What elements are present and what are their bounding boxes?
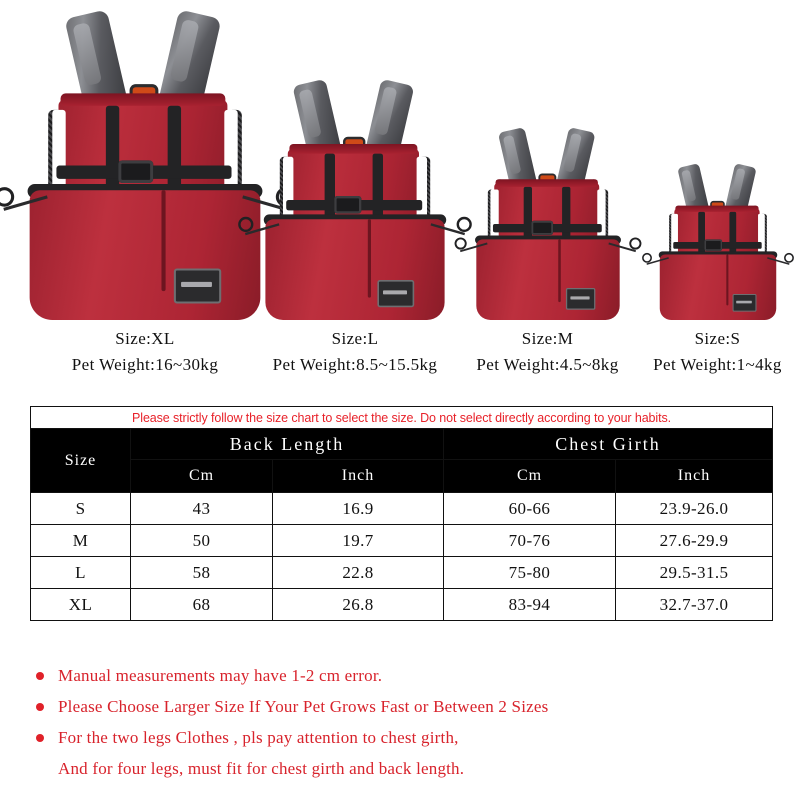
brand-logo-patch — [732, 294, 756, 312]
header-size: Size — [30, 428, 131, 493]
bag-illustration-xl — [0, 9, 296, 320]
bag-lower-pouch — [238, 216, 472, 320]
bag-lower-pouch — [641, 252, 794, 320]
cell-size: L — [30, 556, 131, 589]
weight-label: Pet Weight:1~4kg — [653, 355, 782, 374]
table-row: L 58 22.8 75-80 29.5-31.5 — [30, 556, 774, 589]
cell-back-inch: 26.8 — [272, 588, 444, 621]
table-row: M 50 19.7 70-76 27.6-29.9 — [30, 524, 774, 557]
buckle-icon — [703, 239, 722, 251]
cell-back-inch: 22.8 — [272, 556, 444, 589]
product-s: Size:S Pet Weight:1~4kg — [635, 0, 800, 374]
weight-label: Pet Weight:16~30kg — [71, 355, 219, 374]
header-back-inch: Inch — [272, 459, 444, 493]
bag-lower-pouch — [0, 187, 296, 320]
note-text: Please Choose Larger Size If Your Pet Gr… — [58, 697, 549, 716]
cell-chest-cm: 60-66 — [443, 492, 616, 525]
bullet-icon — [36, 672, 44, 680]
carabiner-clip-left-icon — [454, 237, 467, 250]
header-chest-inch: Inch — [614, 459, 774, 493]
caption-m: Size:M Pet Weight:4.5~8kg — [455, 326, 640, 378]
list-item: For the two legs Clothes , pls pay atten… — [30, 722, 770, 784]
buckle-icon — [334, 196, 362, 214]
cell-chest-inch: 27.6-29.9 — [614, 524, 774, 557]
brand-logo-patch — [377, 280, 415, 308]
size-label: Size:XL — [115, 329, 175, 348]
bag-top-opening — [60, 93, 226, 106]
weight-label: Pet Weight:4.5~8kg — [476, 355, 619, 374]
cell-chest-inch: 32.7-37.0 — [614, 588, 774, 621]
bag-top-opening — [495, 179, 598, 187]
carabiner-clip-left-icon — [238, 216, 254, 232]
note-text-continuation: And for four legs, must fit for chest gi… — [58, 759, 465, 778]
bag-top-opening — [674, 205, 759, 212]
caption-xl: Size:XL Pet Weight:16~30kg — [0, 326, 290, 378]
product-image-row: Size:XL Pet Weight:16~30kg — [0, 0, 800, 374]
size-label: Size:S — [694, 329, 741, 348]
cell-chest-cm: 70-76 — [443, 524, 616, 557]
chart-warning-text: Please strictly follow the size chart to… — [29, 406, 774, 429]
carabiner-clip-right-icon — [456, 216, 472, 232]
note-text: Manual measurements may have 1-2 cm erro… — [58, 666, 383, 685]
caption-l: Size:L Pet Weight:8.5~15.5kg — [240, 326, 470, 378]
weight-label: Pet Weight:8.5~15.5kg — [272, 355, 438, 374]
list-item: Manual measurements may have 1-2 cm erro… — [30, 660, 770, 691]
brand-logo-patch — [173, 268, 222, 304]
pouch-seam — [725, 254, 728, 306]
caption-s: Size:S Pet Weight:1~4kg — [635, 326, 800, 378]
cell-back-cm: 50 — [130, 524, 273, 557]
buckle-icon — [530, 220, 553, 235]
list-item: Please Choose Larger Size If Your Pet Gr… — [30, 691, 770, 722]
carabiner-clip-right-icon — [783, 252, 794, 263]
bullet-icon — [36, 703, 44, 711]
size-label: Size:M — [521, 329, 574, 348]
brand-logo-patch — [565, 288, 595, 310]
carabiner-clip-left-icon — [0, 187, 15, 207]
cell-size: S — [30, 492, 131, 525]
product-l: Size:L Pet Weight:8.5~15.5kg — [238, 0, 472, 374]
cell-chest-cm: 83-94 — [443, 588, 616, 621]
table-row: S 43 16.9 60-66 23.9-26.0 — [30, 492, 774, 525]
pouch-seam — [161, 190, 166, 292]
cell-back-cm: 58 — [130, 556, 273, 589]
cell-chest-cm: 75-80 — [443, 556, 616, 589]
carabiner-clip-left-icon — [641, 252, 652, 263]
buckle-icon — [118, 160, 154, 184]
size-chart-table: Please strictly follow the size chart to… — [29, 406, 774, 621]
pouch-seam — [367, 219, 371, 298]
cell-back-cm: 43 — [130, 492, 273, 525]
cell-chest-inch: 23.9-26.0 — [614, 492, 774, 525]
carabiner-clip-right-icon — [628, 237, 641, 250]
chart-warning-row: Please strictly follow the size chart to… — [29, 406, 774, 429]
bag-illustration-m — [418, 20, 678, 320]
product-xl: Size:XL Pet Weight:16~30kg — [0, 0, 296, 374]
product-m: Size:M Pet Weight:4.5~8kg — [454, 0, 641, 374]
bag-top-opening — [289, 144, 418, 154]
chart-group-header-row: Size Back Length Chest Girth — [30, 428, 774, 493]
cell-back-inch: 19.7 — [272, 524, 444, 557]
bag-illustration-l — [225, 20, 485, 320]
chart-unit-header-row: Cm Inch Cm Inch — [31, 459, 774, 493]
bag-illustration-s — [588, 20, 800, 320]
bullet-icon — [36, 734, 44, 742]
header-chest-girth: Chest Girth — [442, 428, 774, 460]
cell-back-inch: 16.9 — [272, 492, 444, 525]
header-back-length: Back Length — [130, 428, 444, 460]
pouch-seam — [557, 239, 561, 303]
cell-size: M — [30, 524, 131, 557]
notes-list: Manual measurements may have 1-2 cm erro… — [30, 660, 770, 784]
cell-chest-inch: 29.5-31.5 — [614, 556, 774, 589]
cell-size: XL — [30, 588, 131, 621]
header-back-cm: Cm — [130, 459, 273, 493]
table-row: XL 68 26.8 83-94 32.7-37.0 — [30, 588, 774, 621]
cell-back-cm: 68 — [130, 588, 273, 621]
bag-lower-pouch — [454, 237, 641, 320]
size-label: Size:L — [331, 329, 379, 348]
note-text: For the two legs Clothes , pls pay atten… — [58, 728, 459, 747]
header-chest-cm: Cm — [443, 459, 616, 493]
